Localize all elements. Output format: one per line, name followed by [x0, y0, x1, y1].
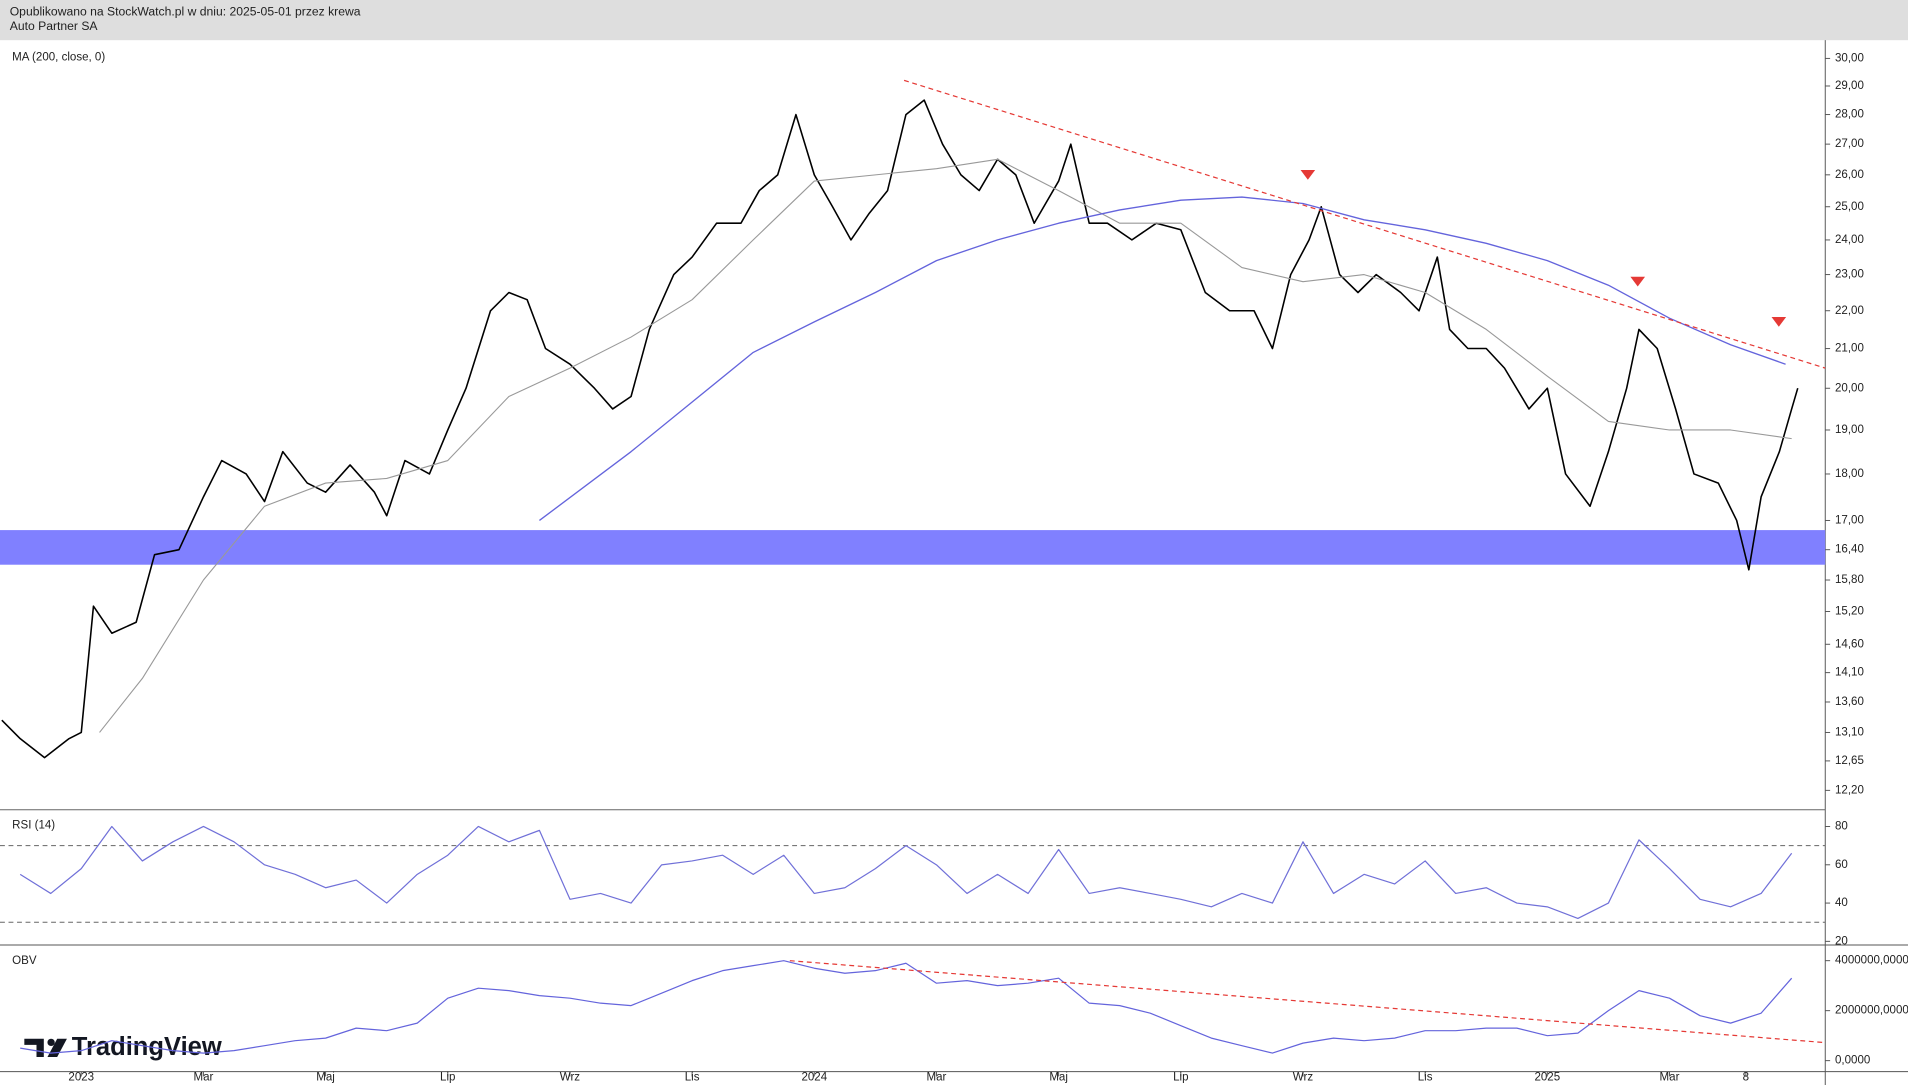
y-tick-label: 17,00: [1835, 515, 1864, 527]
y-tick-label: 23,00: [1835, 269, 1864, 281]
y-tick-label: 12,65: [1835, 755, 1864, 767]
trend-line: [789, 960, 1826, 1044]
x-tick-label: Mar: [1660, 1072, 1680, 1084]
y-tick-label: 13,10: [1835, 727, 1864, 739]
support-zone: [0, 530, 1826, 565]
x-tick-label: Maj: [1049, 1072, 1068, 1084]
y-tick-label: 12,20: [1835, 784, 1864, 796]
x-tick-label: 2025: [1534, 1072, 1560, 1084]
logo-shape: [24, 1038, 44, 1057]
x-tick-label: Mar: [193, 1072, 213, 1084]
legend-label: MA (200, close, 0): [12, 51, 105, 63]
y-tick-label: 80: [1835, 821, 1848, 833]
y-tick-label: 21,00: [1835, 343, 1864, 355]
x-tick-label: Wrz: [1293, 1072, 1314, 1084]
y-tick-label: 4000000,0000: [1835, 955, 1908, 967]
x-tick-label: 2024: [801, 1072, 827, 1084]
y-tick-label: 40: [1835, 897, 1848, 909]
y-tick-label: 25,00: [1835, 201, 1864, 213]
series-line: [99, 158, 1792, 733]
x-tick-label: Lis: [1418, 1072, 1433, 1084]
pane-title: RSI (14): [12, 820, 55, 832]
y-tick-label: 2000000,0000: [1835, 1005, 1908, 1017]
y-tick-label: 29,00: [1835, 80, 1864, 92]
x-tick-label: Lis: [685, 1072, 700, 1084]
series-line: [19, 825, 1793, 920]
y-tick-label: 14,10: [1835, 667, 1864, 679]
y-tick-label: 14,60: [1835, 638, 1864, 650]
y-tick-label: 26,00: [1835, 169, 1864, 181]
y-tick-label: 18,00: [1835, 468, 1864, 480]
trend-line: [903, 79, 1826, 369]
header-line: Auto Partner SA: [10, 19, 99, 33]
x-tick-label: 8: [1743, 1072, 1749, 1084]
y-tick-label: 16,40: [1835, 544, 1864, 556]
x-tick-label: Maj: [316, 1072, 335, 1084]
y-tick-label: 22,00: [1835, 305, 1864, 317]
series-line: [20, 960, 1793, 1054]
header-line: Opublikowano na StockWatch.pl w dniu: 20…: [10, 4, 361, 18]
y-tick-label: 27,00: [1835, 138, 1864, 150]
y-tick-label: 60: [1835, 859, 1848, 871]
y-tick-label: 19,00: [1835, 424, 1864, 436]
watermark-logo: TradingView: [24, 1033, 222, 1061]
y-tick-label: 30,00: [1835, 52, 1864, 64]
y-tick-label: 24,00: [1835, 234, 1864, 246]
peak-marker: [1630, 276, 1646, 287]
logo-shape: [47, 1038, 55, 1047]
watermark: TradingView: [72, 1033, 222, 1061]
peak-marker: [1771, 317, 1787, 327]
x-tick-label: 2023: [68, 1072, 94, 1084]
y-tick-label: 20,00: [1835, 382, 1864, 394]
y-tick-label: 20: [1835, 935, 1848, 947]
x-tick-label: Lip: [440, 1072, 455, 1084]
peak-marker: [1300, 169, 1316, 180]
pane-title: OBV: [12, 955, 37, 967]
series-line: [1, 99, 1799, 759]
series-line: [539, 196, 1786, 521]
x-tick-label: Wrz: [560, 1072, 581, 1084]
x-tick-label: Lip: [1173, 1072, 1188, 1084]
y-tick-label: 28,00: [1835, 109, 1864, 121]
x-tick-label: Mar: [927, 1072, 947, 1084]
y-tick-label: 15,20: [1835, 606, 1864, 618]
header-bar: [0, 0, 1908, 41]
y-tick-label: 13,60: [1835, 696, 1864, 708]
y-tick-label: 15,80: [1835, 574, 1864, 586]
y-tick-label: 0,0000: [1835, 1055, 1870, 1067]
